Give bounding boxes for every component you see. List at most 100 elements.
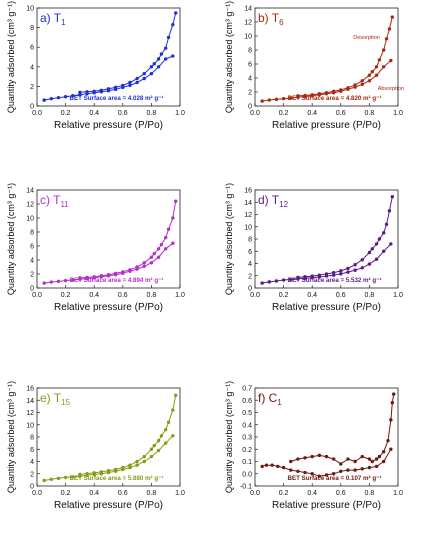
x-axis-label: Relative pressure (P/Po) [272, 500, 381, 511]
data-point [121, 465, 125, 470]
chart-panel-b: 0.0 0.2 0.4 0.6 0.8 1.0 0 2 4 6 8 10 12 14 Relative pr… [224, 1, 404, 131]
x-tick-label: 0.0 [32, 110, 42, 117]
y-tick-label: 6 [30, 45, 34, 52]
x-axis-label: Relative pressure (P/Po) [272, 302, 381, 313]
data-point [303, 456, 307, 460]
data-point [71, 94, 75, 98]
data-point [171, 241, 175, 245]
x-tick-label: 0.8 [365, 110, 375, 117]
data-point [367, 262, 372, 266]
data-point [78, 276, 82, 280]
desorption-line [79, 201, 177, 279]
data-point [149, 447, 154, 451]
data-point [135, 80, 139, 85]
data-point [49, 96, 53, 101]
data-point [281, 96, 286, 101]
data-point [128, 80, 132, 85]
x-tick-label: 0.2 [61, 292, 71, 299]
x-tick-label: 0.4 [89, 292, 99, 299]
data-point [85, 275, 89, 280]
data-point [387, 209, 392, 213]
x-tick-label: 0.2 [279, 292, 289, 299]
data-point [56, 279, 61, 284]
data-point [331, 457, 336, 461]
y-tick-label: 2 [248, 273, 252, 280]
data-point [166, 227, 171, 231]
x-axis-label: Relative pressure (P/Po) [272, 120, 381, 131]
data-point [296, 94, 300, 98]
x-tick-label: 1.0 [393, 490, 403, 497]
data-point [152, 443, 156, 448]
chart-panel-e: 0.0 0.2 0.4 0.6 0.8 1.0 0 2 4 6 8 10 12 14 16 Relative … [6, 381, 185, 511]
data-point [164, 235, 168, 240]
data-point [171, 54, 175, 58]
y-tick-label: 14 [26, 398, 34, 405]
data-point [164, 441, 168, 445]
data-point [99, 88, 104, 93]
data-point [149, 65, 154, 69]
panel-title-main: e) T [40, 391, 62, 405]
x-tick-label: 1.0 [393, 110, 403, 117]
data-point [174, 11, 178, 15]
x-axis-label: Relative pressure (P/Po) [54, 302, 163, 313]
data-point [382, 459, 386, 464]
panel-title-subscript: 11 [60, 200, 69, 209]
data-point [142, 459, 146, 464]
data-point [360, 467, 364, 471]
data-point [270, 463, 274, 467]
data-point [78, 472, 82, 477]
data-point [106, 468, 111, 473]
y-tick-label: 8 [248, 48, 252, 55]
data-point [260, 99, 264, 103]
y-tick-label: 0.1 [242, 459, 252, 466]
data-point [384, 222, 389, 226]
data-point [171, 216, 175, 220]
y-tick-label: 0 [30, 286, 34, 293]
data-point [367, 79, 372, 83]
data-point [142, 264, 146, 268]
panel-title-main: a) T [40, 11, 62, 25]
data-point [339, 272, 343, 276]
data-point [63, 94, 68, 99]
x-tick-label: 0.0 [32, 490, 42, 497]
y-axis-label: Quantity adsorbed (cm³ g⁻¹) [224, 183, 234, 295]
x-tick-label: 0.2 [279, 110, 289, 117]
desorption-line [297, 196, 393, 278]
y-tick-label: 0.2 [242, 447, 252, 454]
data-point [49, 477, 53, 481]
data-point [164, 427, 168, 432]
data-point [267, 280, 271, 284]
y-tick-label: 0.5 [242, 410, 252, 417]
desorption-label: Desorption [353, 35, 380, 41]
data-point [382, 249, 386, 253]
data-point [49, 280, 53, 284]
y-tick-label: 0.6 [242, 398, 252, 405]
y-tick-label: 0.4 [242, 422, 252, 429]
x-tick-label: 0.0 [250, 292, 260, 299]
data-point [392, 392, 396, 396]
panel-title-subscript: 12 [279, 200, 288, 209]
panel-title-main: c) T [40, 193, 61, 207]
y-tick-label: -0.1 [240, 484, 252, 491]
y-tick-label: 0.7 [242, 386, 252, 393]
y-tick-label: 0.0 [242, 471, 252, 478]
x-tick-label: 0.4 [89, 490, 99, 497]
data-point [367, 465, 372, 470]
y-tick-label: 0 [248, 104, 252, 111]
y-tick-label: 10 [26, 422, 34, 429]
data-point [142, 71, 146, 76]
data-point [159, 52, 164, 56]
panel-title-main: b) T [258, 11, 280, 25]
data-point [374, 257, 379, 261]
data-point [310, 472, 314, 476]
data-point [339, 269, 343, 273]
y-axis-label: Quantity adsorbed (cm³ g⁻¹) [6, 1, 16, 113]
data-point [260, 281, 264, 285]
data-point [360, 454, 364, 459]
bet-surface-area-label: BET Surface area = 4.894 m² g⁻¹ [70, 277, 164, 284]
data-point [389, 242, 393, 246]
data-point [389, 58, 393, 63]
x-tick-label: 0.0 [32, 292, 42, 299]
x-tick-label: 0.4 [307, 292, 317, 299]
data-point [164, 57, 168, 61]
